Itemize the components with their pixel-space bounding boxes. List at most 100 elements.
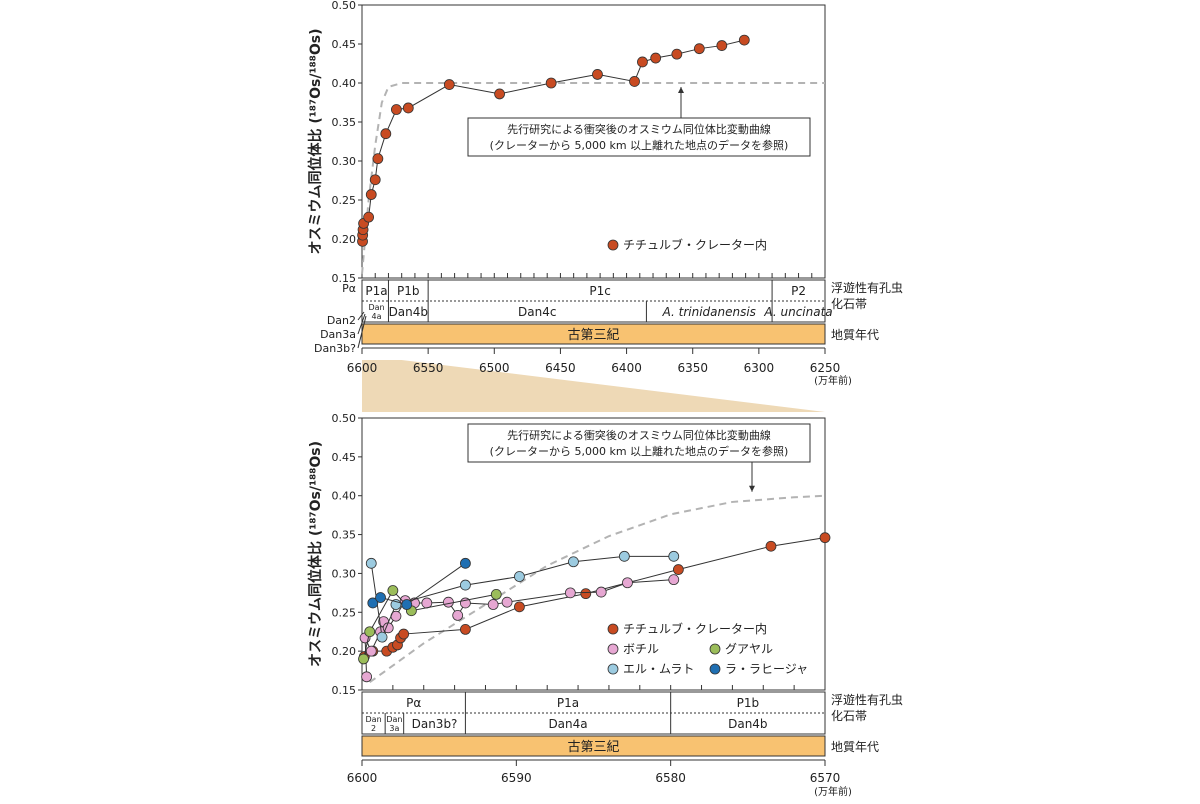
- foram-subzone-label: Dan4b: [728, 717, 767, 731]
- y-tick-label: 0.35: [332, 116, 357, 129]
- y-tick-label: 0.45: [332, 38, 357, 51]
- data-point-chicxulub: [650, 52, 662, 64]
- reference-arrow-head: [749, 485, 755, 492]
- foram-subzone-label: Dan: [366, 715, 382, 724]
- y-tick-label: 0.15: [332, 684, 357, 697]
- data-point-chicxulub: [545, 77, 557, 89]
- data-point-guayal: [364, 626, 376, 638]
- foram-zone-label: P1b: [737, 696, 760, 710]
- foram-subzone-label: 2: [371, 724, 376, 733]
- x-tick-label: 6350: [677, 361, 708, 375]
- legend-marker-guayal: [709, 643, 721, 655]
- data-point-la_lajilla: [460, 557, 471, 569]
- data-point-guayal: [387, 585, 399, 596]
- y-axis-label: オスミウム同位体比 (¹⁸⁷Os/¹⁸⁸Os): [307, 28, 324, 254]
- y-tick-label: 0.40: [332, 77, 357, 90]
- data-point-guayal: [358, 653, 369, 665]
- x-unit-label: (万年前): [814, 785, 852, 798]
- y-tick-label: 0.35: [332, 529, 357, 542]
- reference-label-box: [467, 423, 811, 463]
- geologic-age-title: 地質年代: [831, 739, 879, 754]
- data-point-bochil: [501, 596, 513, 608]
- reference-label-line1: 先行研究による衝突後のオスミウム同位体比変動曲線: [507, 122, 771, 136]
- plot-area-frame: [361, 4, 826, 279]
- data-point-chicxulub: [380, 128, 392, 140]
- reference-label-box: [467, 117, 811, 157]
- plot-area-frame: [361, 417, 826, 691]
- data-point-chicxulub: [494, 88, 505, 100]
- data-point-chicxulub: [738, 34, 750, 46]
- zone-leader: [357, 315, 367, 349]
- data-point-chicxulub: [637, 56, 648, 68]
- data-point-bochil: [487, 599, 499, 610]
- foram-subzone-label: Dan: [368, 303, 384, 312]
- data-point-chicxulub: [363, 211, 375, 223]
- data-point-chicxulub: [398, 628, 410, 640]
- series-line-el_mulato: [370, 555, 674, 639]
- foram-subzone-label: 3a: [389, 724, 399, 733]
- data-point-el_mulato: [365, 557, 377, 569]
- foram-zone-label: Pα: [406, 696, 421, 710]
- zone-leader: [357, 311, 365, 321]
- data-point-chicxulub: [671, 48, 683, 60]
- zone-side-label: Pα: [342, 282, 356, 295]
- zoom-wedge: [362, 360, 825, 412]
- x-tick-label: 6300: [744, 361, 775, 375]
- x-unit-label: (万年前): [814, 374, 852, 387]
- legend-label: グアヤル: [725, 642, 773, 656]
- data-point-chicxulub: [765, 540, 777, 552]
- data-point-bochil: [622, 577, 633, 589]
- data-point-chicxulub: [819, 532, 831, 544]
- paleogene-band: [361, 735, 826, 757]
- x-tick-label: 6500: [479, 361, 510, 375]
- data-point-bochil: [365, 645, 377, 657]
- reference-label-line2: (クレーターから 5,000 km 以上離れた地点のデータを参照): [490, 444, 789, 458]
- data-point-chicxulub: [629, 76, 640, 87]
- zone-side-label: Dan2: [327, 314, 356, 327]
- data-point-chicxulub: [716, 40, 728, 51]
- data-point-chicxulub: [365, 189, 377, 200]
- foram-subzone-label: Dan4c: [518, 305, 556, 319]
- zone-leader: [357, 313, 366, 335]
- data-point-chicxulub: [693, 43, 705, 55]
- data-point-bochil: [361, 671, 373, 683]
- data-point-chicxulub: [369, 174, 381, 186]
- data-point-chicxulub: [372, 153, 384, 165]
- zone-side-label: Dan3a: [320, 328, 356, 341]
- y-tick-label: 0.20: [332, 645, 357, 658]
- x-tick-label: 6600: [347, 361, 378, 375]
- y-tick-label: 0.50: [332, 412, 357, 425]
- foram-subzone-label: Dan4b: [389, 305, 428, 319]
- data-point-chicxulub: [514, 601, 525, 613]
- data-point-el_mulato: [376, 631, 388, 643]
- foram-subzone-label: Dan3b?: [412, 717, 458, 731]
- x-tick-label: 6250: [810, 361, 841, 375]
- data-point-chicxulub: [402, 102, 414, 114]
- x-tick-label: 6550: [413, 361, 444, 375]
- legend-label: エル・ムラト: [623, 662, 694, 676]
- data-point-la_lajilla: [375, 592, 386, 603]
- data-point-chicxulub: [390, 104, 402, 115]
- legend-label: ラ・ラヒージャ: [725, 662, 808, 676]
- foram-zone-title: 浮遊性有孔虫: [831, 692, 903, 707]
- legend-label: ボチル: [623, 642, 659, 656]
- y-tick-label: 0.20: [332, 233, 357, 246]
- foram-zone-label: P2: [791, 284, 806, 298]
- foram-zone-title: 化石帯: [831, 709, 867, 723]
- y-tick-label: 0.25: [332, 194, 357, 207]
- foram-zone-label: P1c: [589, 284, 610, 298]
- data-point-chicxulub: [592, 69, 603, 80]
- legend-marker-chicxulub: [607, 623, 619, 635]
- legend-marker-la_lajilla: [709, 663, 721, 675]
- data-point-el_mulato: [668, 550, 680, 562]
- data-point-chicxulub: [672, 564, 684, 575]
- x-tick-label: 6400: [611, 361, 642, 375]
- y-tick-label: 0.25: [332, 606, 357, 619]
- x-tick-label: 6580: [655, 771, 686, 785]
- foram-subzone-label: A. uncinata: [763, 305, 832, 319]
- paleogene-label: 古第三紀: [567, 328, 619, 343]
- reference-curve: [369, 494, 826, 684]
- data-point-bochil: [421, 597, 433, 609]
- y-tick-label: 0.45: [332, 451, 357, 464]
